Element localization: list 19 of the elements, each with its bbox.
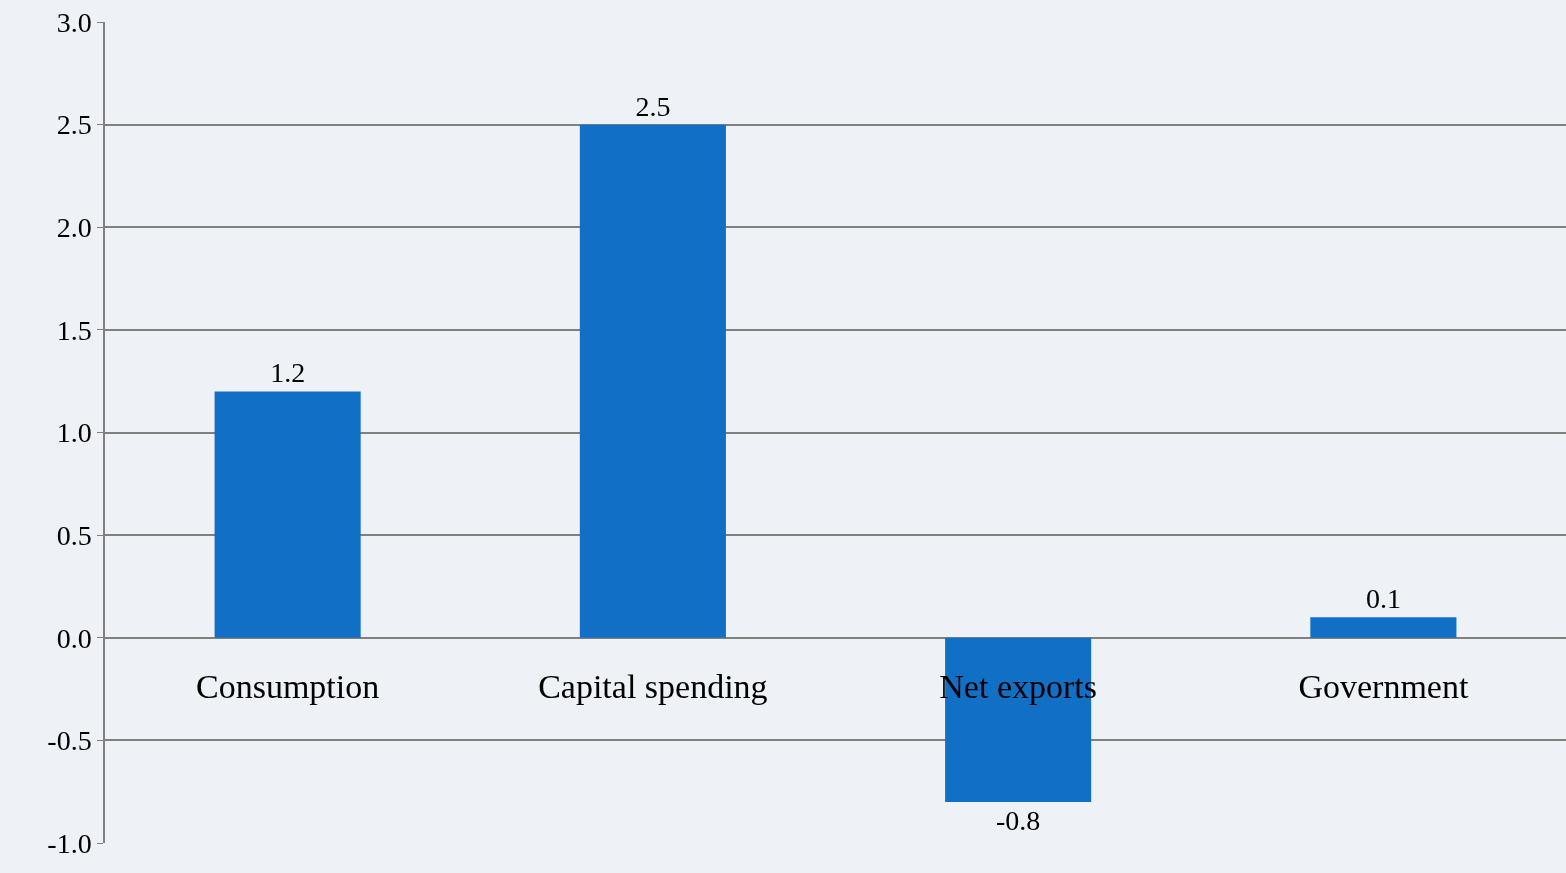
data-label: 0.1 [1365,583,1401,615]
y-tick-label: 2.5 [56,109,92,141]
y-tick-label: 3.0 [56,6,92,38]
bar [214,391,361,638]
y-tick-label: 0.0 [56,622,92,654]
y-tick-label: 0.5 [56,519,92,551]
x-tick-label: Capital spending [538,667,768,705]
y-tick-label: -0.5 [47,725,92,757]
y-tick-label: -1.0 [47,827,92,859]
x-tick-label: Consumption [196,667,380,705]
y-tick-label: 1.0 [56,417,92,449]
y-tick-label: 2.0 [56,212,92,244]
data-label: -0.8 [995,804,1041,836]
bar [1310,617,1457,638]
data-label: 2.5 [635,90,671,122]
y-tick-label: 1.5 [56,314,92,346]
data-label: 1.2 [270,357,306,389]
x-tick-label: Government [1298,667,1469,705]
bar [579,124,726,638]
